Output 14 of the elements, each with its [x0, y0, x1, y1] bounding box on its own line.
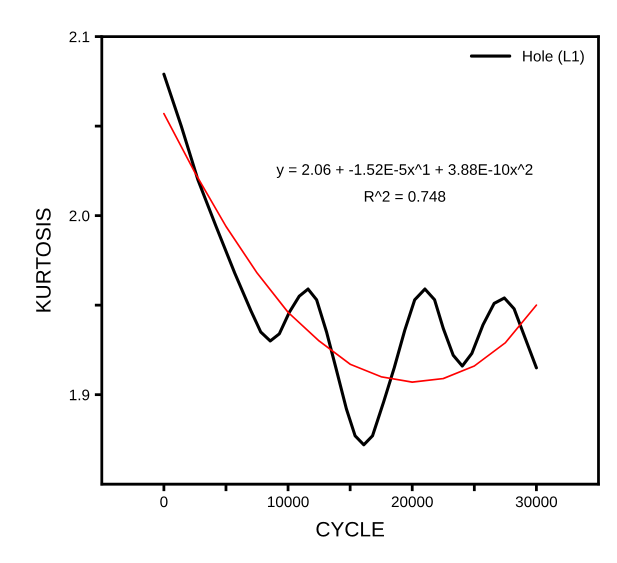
- y-axis-title: KURTOSIS: [36, 208, 51, 312]
- x-tick-label: 20000: [392, 496, 433, 508]
- annotation: y = 2.06 + -1.52E-5x^1 + 3.88E-10x^2: [276, 164, 532, 178]
- annotation: R^2 = 0.748: [364, 191, 446, 202]
- y-tick-label: 2.0: [70, 210, 90, 222]
- legend-label: Hole (L1): [523, 50, 584, 65]
- line-series: [163, 112, 538, 383]
- y-tick-label: 2.1: [70, 31, 90, 42]
- y-tick-label: 1.9: [70, 390, 90, 400]
- x-tick-label: 0: [160, 496, 168, 508]
- x-tick-label: 10000: [268, 496, 309, 508]
- x-axis-title: CYCLE: [316, 522, 384, 537]
- x-tick-label: 30000: [516, 496, 558, 508]
- line-series: [162, 72, 538, 446]
